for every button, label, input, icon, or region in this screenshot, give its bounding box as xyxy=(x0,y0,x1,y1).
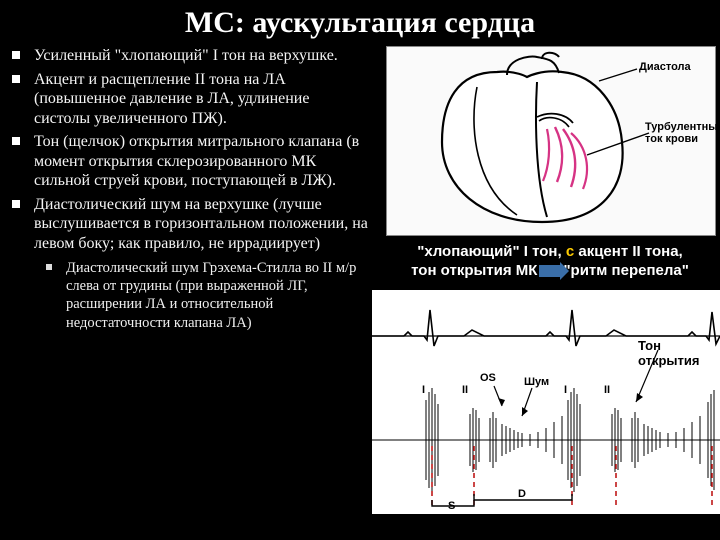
arrow-icon xyxy=(539,265,561,277)
list-item: Усиленный "хлопающий" I тон на верхушке. xyxy=(12,46,368,66)
phonocardiogram: OS Шум I II I II S D Тон открытия xyxy=(372,290,720,514)
sub-bullet-icon xyxy=(46,259,66,332)
label-turbulent: Турбулентный ток крови xyxy=(645,121,715,145)
diagram-caption: "хлопающий" I тон, с акцент II тона, тон… xyxy=(384,242,716,280)
sub-list-item: Диастолический шум Грэхема-Стилла во II … xyxy=(46,259,368,332)
label-diastola: Диастола xyxy=(639,61,691,73)
bullet-text: Акцент и расщепление II тона на ЛА (повы… xyxy=(34,70,368,129)
sub-bullet-text: Диастолический шум Грэхема-Стилла во II … xyxy=(66,259,368,332)
label-i: I xyxy=(564,384,567,396)
heart-diagram: Диастола Турбулентный ток крови xyxy=(386,46,716,236)
bullet-text: Диастолический шум на верхушке (лучше вы… xyxy=(34,195,368,254)
label-shum: Шум xyxy=(524,376,549,388)
caption-part: "ритм перепела" xyxy=(563,262,688,279)
label-ton-open: Тон открытия xyxy=(638,338,720,368)
content-row: Усиленный "хлопающий" I тон на верхушке.… xyxy=(0,46,720,332)
label-os: OS xyxy=(480,372,496,384)
list-item: Тон (щелчок) открытия митрального клапан… xyxy=(12,132,368,191)
bullet-text: Усиленный "хлопающий" I тон на верхушке. xyxy=(34,46,368,66)
caption-part: "хлопающий" I тон, xyxy=(417,243,566,260)
caption-part: тон открытия МК xyxy=(411,262,537,279)
figures-column: Диастола Турбулентный ток крови "хлопающ… xyxy=(372,46,720,332)
label-s: S xyxy=(448,500,455,512)
slide-title: МС: аускультация сердца xyxy=(0,0,720,46)
label-i: I xyxy=(422,384,425,396)
list-item: Акцент и расщепление II тона на ЛА (повы… xyxy=(12,70,368,129)
label-ii: II xyxy=(604,384,610,396)
bullet-icon xyxy=(12,70,34,129)
label-ii: II xyxy=(462,384,468,396)
bullet-icon xyxy=(12,195,34,254)
pcg-svg xyxy=(372,290,720,514)
bullet-text: Тон (щелчок) открытия митрального клапан… xyxy=(34,132,368,191)
bullet-icon xyxy=(12,46,34,66)
bullet-icon xyxy=(12,132,34,191)
bullet-list: Усиленный "хлопающий" I тон на верхушке.… xyxy=(0,46,372,332)
caption-part: с xyxy=(566,243,574,260)
list-item: Диастолический шум на верхушке (лучше вы… xyxy=(12,195,368,254)
label-d: D xyxy=(518,488,526,500)
caption-part: акцент II тона, xyxy=(574,243,683,260)
